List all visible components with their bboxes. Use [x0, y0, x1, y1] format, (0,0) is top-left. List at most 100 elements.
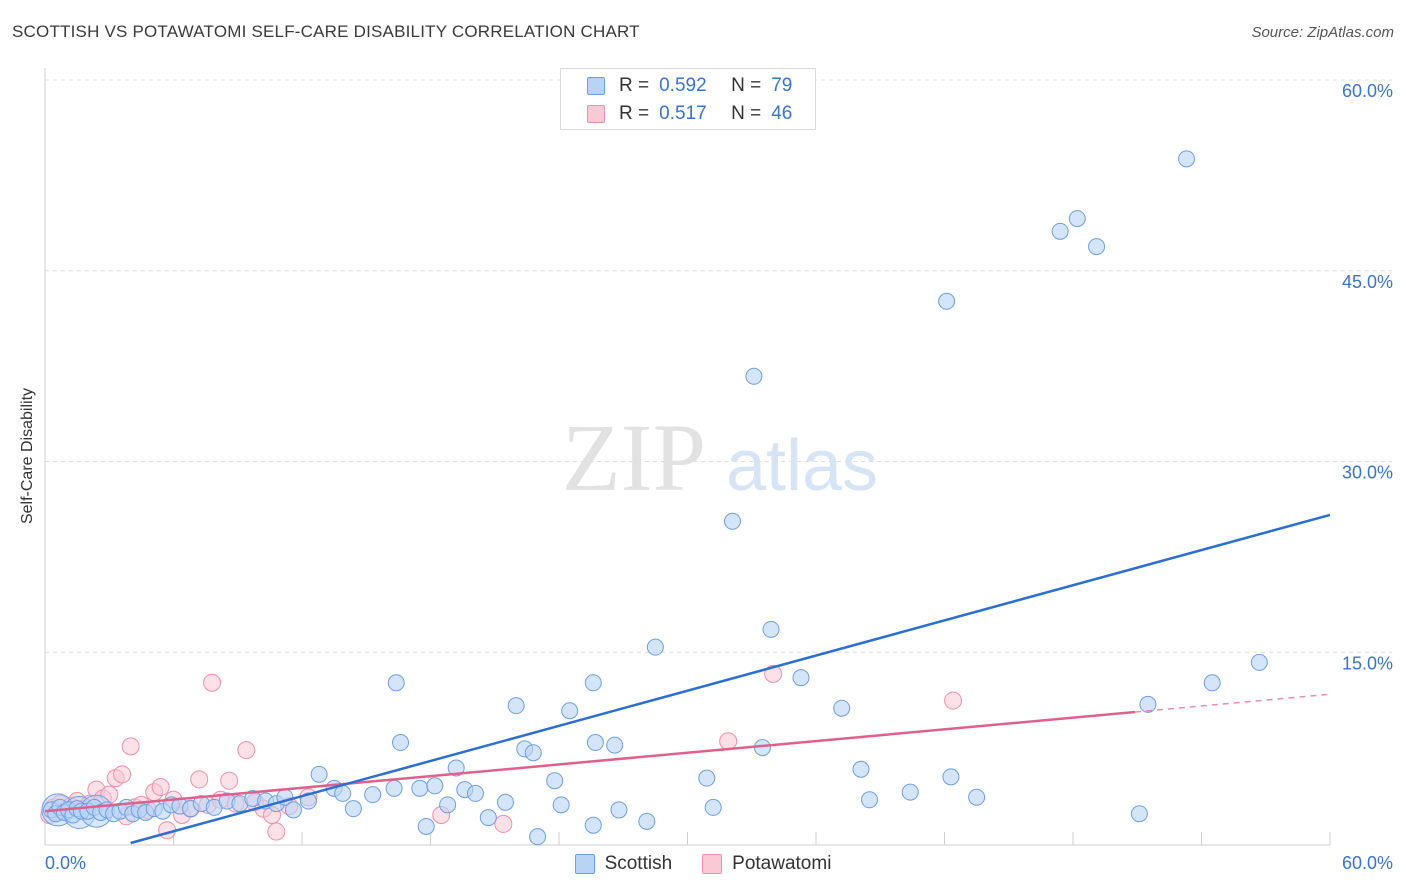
scottish-point — [852, 760, 870, 778]
scottish-point — [496, 793, 514, 811]
n-label: N = — [731, 103, 762, 124]
scottish-point — [385, 779, 403, 797]
scottish-point — [344, 800, 362, 818]
axes — [44, 68, 1331, 846]
scottish-point — [552, 796, 570, 814]
scottish-point — [584, 816, 602, 834]
scottish-point — [1139, 695, 1157, 713]
potawatomi-point — [113, 765, 132, 784]
scottish-point — [833, 699, 851, 717]
legend-item-potawatomi[interactable]: Potawatomi — [702, 850, 831, 878]
scottish-point — [387, 674, 405, 692]
r-label: R = — [619, 75, 650, 96]
scottish-point — [507, 697, 525, 715]
scottish-point — [638, 812, 656, 830]
scottish-point — [1203, 674, 1221, 692]
scottish-point — [698, 769, 716, 787]
y-axis-label: Self-Care Disability — [19, 387, 36, 525]
scottish-swatch — [587, 77, 605, 95]
scottish-point — [426, 777, 444, 795]
scottish-point — [586, 734, 604, 752]
potawatomi-point — [719, 732, 738, 751]
grid-lines — [45, 79, 1392, 653]
y-tick-label: 45.0% — [1342, 272, 1393, 292]
correlation-legend: R = 0.592 N = 79 R = 0.517 N = 46 — [560, 68, 816, 130]
n-value: 46 — [771, 103, 793, 124]
scottish-point — [364, 786, 382, 804]
chart-title: SCOTTISH VS POTAWATOMI SELF-CARE DISABIL… — [12, 22, 640, 41]
scottish-swatch — [574, 854, 595, 874]
scottish-point — [529, 828, 547, 846]
y-tick-label: 30.0% — [1342, 463, 1393, 483]
r-value: 0.592 — [659, 75, 707, 96]
potawatomi-point — [190, 770, 209, 789]
scottish-point — [792, 669, 810, 687]
scottish-point — [610, 801, 628, 819]
scottish-point — [704, 798, 722, 816]
scottish-point — [284, 801, 302, 819]
watermark-zip: ZIP — [562, 404, 706, 511]
scottish-point — [584, 674, 602, 692]
source-label: Source: ZipAtlas.com — [1251, 24, 1394, 41]
scottish-point — [439, 796, 457, 814]
trend-lines — [44, 513, 1331, 845]
x-tick-label: 60.0% — [1342, 853, 1393, 873]
y-tick-label: 15.0% — [1342, 653, 1393, 673]
scottish-point — [745, 367, 763, 385]
legend-item-scottish[interactable]: Scottish — [574, 850, 673, 878]
tick-labels: 15.0% 30.0% 45.0% 60.0% 0.0% 60.0% — [45, 81, 1393, 873]
scottish-point — [299, 792, 317, 810]
potawatomi-point — [220, 771, 239, 790]
potawatomi-point — [494, 814, 513, 833]
scottish-point — [762, 620, 780, 638]
watermark-atlas: atlas — [726, 426, 878, 506]
potawatomi-trend-line — [44, 710, 1136, 813]
scottish-point — [861, 791, 879, 809]
scottish-point — [723, 512, 741, 530]
scottish-point — [1088, 238, 1106, 256]
scottish-point — [411, 779, 429, 797]
scottish-point — [392, 734, 410, 752]
scottish-point — [606, 736, 624, 754]
n-value: 79 — [771, 75, 793, 96]
scottish-point — [524, 744, 542, 762]
n-label: N = — [731, 75, 762, 96]
scottish-point — [901, 783, 919, 801]
watermark: ZIP atlas — [562, 404, 878, 511]
scottish-point — [968, 788, 986, 806]
legend-row-potawatomi: R = 0.517 N = 46 — [587, 100, 792, 128]
legend-label: Potawatomi — [732, 853, 832, 874]
potawatomi-point — [267, 822, 286, 841]
scottish-trend-line — [130, 513, 1331, 845]
legend-row-scottish: R = 0.592 N = 79 — [587, 72, 792, 100]
scottish-point — [1051, 222, 1069, 240]
scottish-point — [1130, 805, 1148, 823]
series-legend: Scottish Potawatomi — [0, 850, 1406, 878]
potawatomi-point — [203, 673, 222, 692]
potawatomi-point — [944, 691, 963, 710]
potawatomi-point — [121, 737, 140, 756]
scottish-point — [561, 702, 579, 720]
x-tick-label: 0.0% — [45, 853, 86, 873]
r-label: R = — [619, 103, 650, 124]
potawatomi-trend-extension — [1135, 693, 1331, 713]
scottish-point — [466, 784, 484, 802]
scottish-point — [942, 768, 960, 786]
scottish-point — [447, 759, 465, 777]
potawatomi-swatch — [587, 105, 605, 123]
scottish-point — [1068, 210, 1086, 228]
potawatomi-swatch — [702, 854, 723, 874]
scottish-point — [1250, 653, 1268, 671]
r-value: 0.517 — [659, 103, 707, 124]
scottish-point — [417, 817, 435, 835]
scottish-point — [310, 765, 328, 783]
scottish-point — [479, 809, 497, 827]
scottish-point — [938, 292, 956, 310]
potawatomi-point — [237, 741, 256, 760]
scottish-point — [546, 772, 564, 790]
scottish-point — [646, 638, 664, 656]
scottish-point — [1178, 150, 1196, 168]
y-tick-label: 60.0% — [1342, 81, 1393, 101]
legend-label: Scottish — [604, 853, 673, 874]
